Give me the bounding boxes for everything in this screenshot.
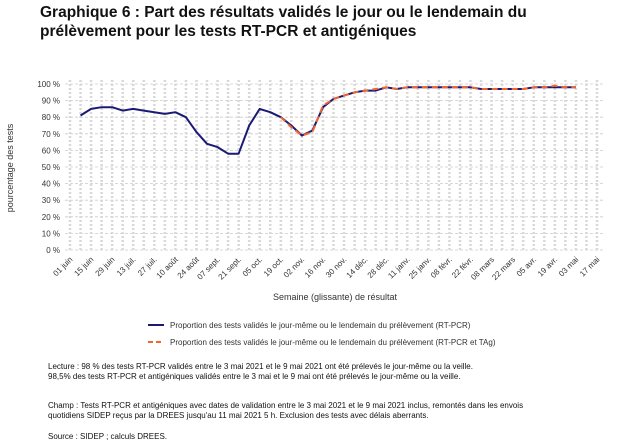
x-tick-label: 05 avr. (515, 255, 538, 278)
x-tick-label: 30 nov. (324, 255, 349, 280)
y-tick-label: 0 % (46, 246, 60, 255)
x-axis-title: Semaine (glissante) de résultat (273, 292, 398, 302)
x-tick-label: 08 févr. (429, 255, 454, 280)
chart-title: prélèvement pour les tests RT-PCR et ant… (40, 23, 416, 40)
note: 98,5% des tests RT-PCR et antigéniques v… (48, 372, 461, 381)
x-tick-label: 19 oct. (262, 255, 285, 278)
legend-label: Proportion des tests validés le jour-mêm… (170, 338, 496, 347)
x-tick-label: 28 déc. (366, 255, 391, 280)
y-tick-label: 30 % (42, 196, 60, 205)
x-tick-label: 29 juin (94, 255, 117, 278)
x-tick-label: 01 juin (51, 255, 74, 278)
x-tick-label: 25 janv. (407, 255, 433, 281)
x-tick-label: 15 juin (72, 255, 95, 278)
legend-label: Proportion des tests validés le jour-mêm… (170, 321, 471, 330)
y-tick-label: 80 % (42, 113, 60, 122)
y-tick-label: 10 % (42, 229, 60, 238)
y-tick-label: 50 % (42, 163, 60, 172)
y-axis-title: pourcentage des tests (5, 123, 15, 212)
data-line (280, 84, 576, 137)
note: Lecture : 98 % des tests RT-PCR validés … (48, 362, 473, 371)
note: Champ : Tests RT-PCR et antigéniques ave… (48, 401, 523, 410)
x-tick-label: 14 déc. (345, 255, 370, 280)
note: Source : SIDEP ; calculs DREES. (48, 432, 167, 441)
x-tick-label: 13 juil. (115, 255, 138, 278)
y-tick-label: 90 % (42, 97, 60, 106)
x-tick-label: 10 août (155, 255, 181, 281)
x-tick-label: 16 nov. (303, 255, 328, 280)
x-tick-label: 02 nov. (282, 255, 307, 280)
chart-title: Graphique 6 : Part des résultats validés… (40, 4, 527, 21)
y-tick-label: 20 % (42, 213, 60, 222)
x-tick-label: 05 oct. (241, 255, 264, 278)
x-tick-label: 17 mai (578, 255, 602, 279)
x-tick-label: 22 mars (490, 255, 517, 282)
y-tick-label: 70 % (42, 130, 60, 139)
x-tick-label: 03 mai (557, 255, 581, 279)
y-tick-label: 60 % (42, 146, 60, 155)
y-tick-label: 100 % (37, 80, 60, 89)
x-tick-label: 19 avr. (536, 255, 559, 278)
y-tick-label: 40 % (42, 180, 60, 189)
x-tick-label: 21 sept. (217, 255, 243, 281)
note: quotidiens SIDEP reçus par la DREES jusq… (48, 411, 429, 420)
